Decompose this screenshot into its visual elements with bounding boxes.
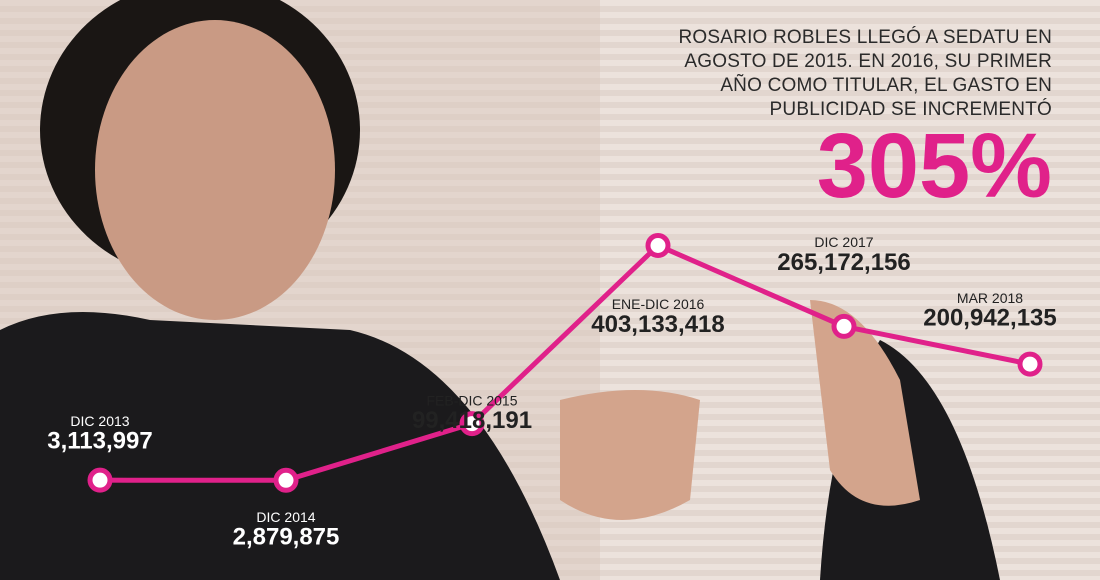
category-label: DIC 2013 [70,413,129,429]
category-label: DIC 2017 [814,234,873,250]
value-label: 265,172,156 [777,249,910,276]
annotation: ROSARIO ROBLES LLEGÓ A SEDATU EN AGOSTO … [678,27,1052,120]
point [831,313,857,339]
category-label: DIC 2014 [256,509,315,525]
photo-silhouette [0,0,1000,580]
category-label: MAR 2018 [957,290,1023,306]
value-label: 99,418,191 [412,407,532,434]
category-label: ENE-DIC 2016 [612,296,705,312]
highlight: 305% [816,115,1052,217]
point [87,467,113,493]
value-label: 403,133,418 [591,311,724,338]
value-label: 200,942,135 [923,304,1056,331]
line [99,242,1031,483]
category-label: FEB-DIC 2015 [426,392,517,408]
point [1017,351,1043,377]
value-label: 2,879,875 [233,524,340,551]
point [459,411,485,437]
value-label: 3,113,997 [47,428,152,455]
point [273,467,299,493]
point [645,232,671,258]
